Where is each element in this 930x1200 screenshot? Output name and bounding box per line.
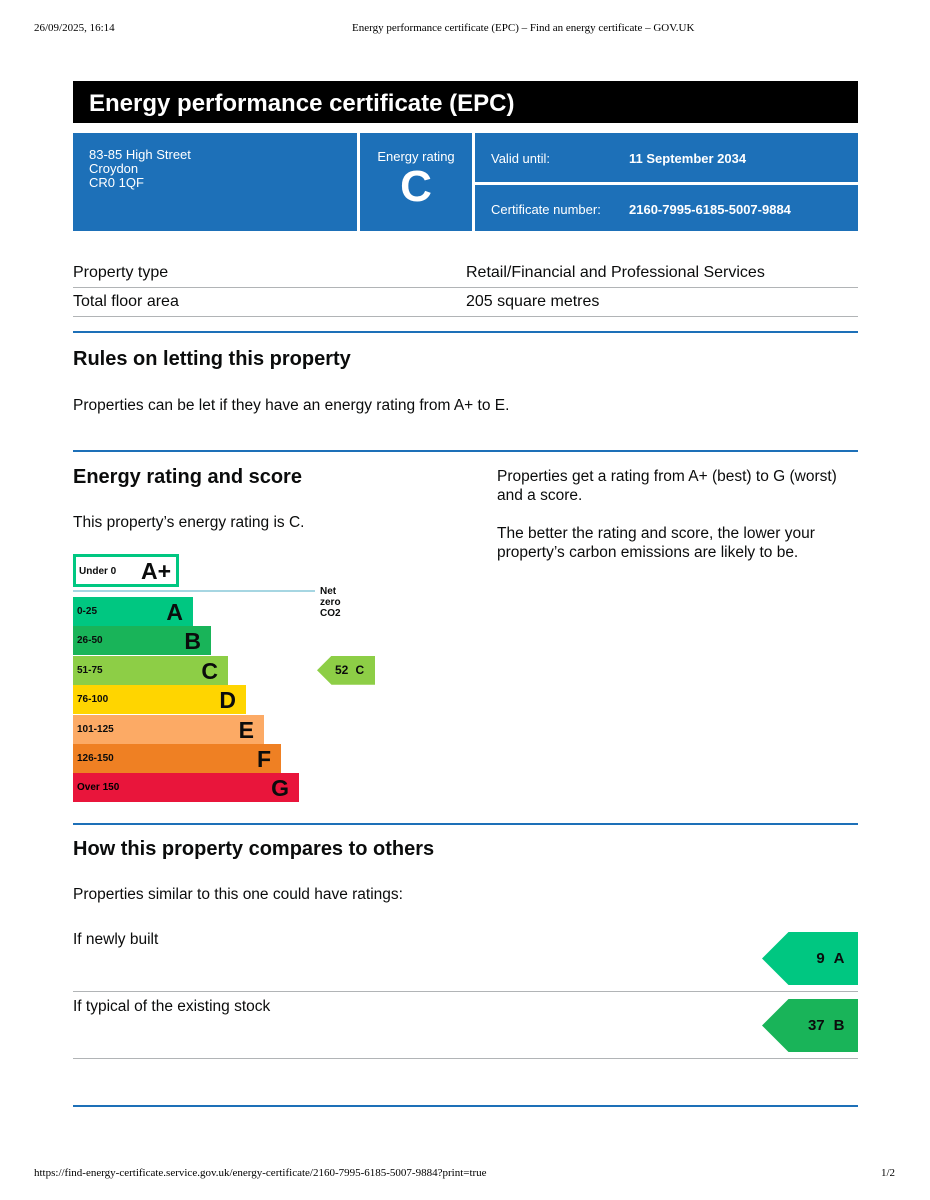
- print-url: https://find-energy-certificate.service.…: [34, 1167, 487, 1179]
- band-bar-a: 0-25 A: [73, 597, 193, 626]
- compare-rating-arrow: 37 B: [762, 999, 858, 1052]
- valid-until-box: Valid until: 11 September 2034: [475, 133, 858, 182]
- rules-text: Properties can be let if they have an en…: [73, 397, 510, 414]
- certificate-number-value: 2160-7995-6185-5007-9884: [629, 202, 791, 217]
- address-box: 83-85 High Street Croydon CR0 1QF: [73, 133, 357, 231]
- compare-text: Properties similar to this one could hav…: [73, 886, 403, 903]
- energy-rating-label: Energy rating: [377, 149, 455, 164]
- divider: [73, 287, 858, 288]
- band-letter: E: [238, 716, 254, 743]
- print-datetime: 26/09/2025, 16:14: [34, 22, 115, 34]
- band-bar-b: 26-50 B: [73, 626, 211, 656]
- rating-score: 37: [807, 1017, 825, 1034]
- page-title: Energy performance certificate (EPC): [73, 81, 858, 123]
- energy-rating-box: Energy rating C: [360, 133, 472, 231]
- band-letter: A: [166, 599, 183, 625]
- band-bar-d: 76-100 D: [73, 685, 246, 715]
- rating-info-1: Properties get a rating from A+ (best) t…: [497, 468, 837, 504]
- section-divider: [73, 1105, 858, 1107]
- address-line: CR0 1QF: [89, 175, 144, 190]
- divider: [73, 316, 858, 317]
- floor-area-label: Total floor area: [73, 293, 179, 310]
- address-line: Croydon: [89, 161, 139, 176]
- rating-score: 52: [334, 663, 349, 678]
- band-letter: D: [219, 687, 236, 714]
- band-bar-c: 51-75 C: [73, 655, 228, 685]
- band-bar-f: 126-150 F: [73, 744, 281, 773]
- band-letter: A+: [140, 558, 171, 584]
- band-bar-g: Over 150 G: [73, 773, 299, 803]
- band-range: 51-75: [77, 664, 103, 676]
- section-divider: [73, 331, 858, 333]
- rating-text: This property’s energy rating is C.: [73, 514, 305, 531]
- band-letter: C: [201, 657, 218, 684]
- band-bar-e: 101-125 E: [73, 714, 264, 744]
- band-letter: G: [271, 775, 289, 802]
- print-page-title: Energy performance certificate (EPC) – F…: [352, 22, 695, 34]
- rating-heading: Energy rating and score: [73, 466, 302, 488]
- net-zero-label: Net zero CO2: [320, 586, 341, 619]
- band-range: 126-150: [77, 753, 114, 764]
- rules-heading: Rules on letting this property: [73, 348, 351, 370]
- compare-heading: How this property compares to others: [73, 838, 435, 860]
- energy-rating-value: C: [400, 162, 432, 211]
- band-aplus: Under 0 A+: [73, 554, 179, 587]
- valid-until-value: 11 September 2034: [629, 151, 747, 166]
- band-range: 0-25: [77, 606, 98, 617]
- band-range: Over 150: [77, 782, 120, 794]
- rating-band: A: [833, 950, 845, 967]
- divider: [73, 1058, 858, 1059]
- rating-score: 9: [816, 950, 825, 967]
- rating-band: C: [355, 663, 365, 678]
- rating-info-2: The better the rating and score, the low…: [497, 525, 815, 561]
- divider: [73, 991, 858, 992]
- print-page-number: 1/2: [881, 1167, 896, 1179]
- current-rating-arrow: 52 C: [317, 655, 375, 685]
- address-line: 83-85 High Street: [89, 147, 191, 162]
- net-zero-line: [73, 590, 315, 592]
- valid-until-label: Valid until:: [491, 151, 551, 166]
- property-type-value: Retail/Financial and Professional Servic…: [466, 264, 765, 281]
- certificate-number-box: Certificate number: 2160-7995-6185-5007-…: [475, 185, 858, 231]
- section-divider: [73, 450, 858, 452]
- property-type-label: Property type: [73, 264, 169, 281]
- band-range: Under 0: [79, 566, 117, 577]
- band-range: 76-100: [77, 694, 109, 706]
- compare-row-label: If newly built: [73, 931, 159, 948]
- band-range: 101-125: [77, 723, 114, 735]
- band-letter: B: [184, 628, 201, 655]
- rating-band: B: [833, 1017, 845, 1034]
- compare-row-label: If typical of the existing stock: [73, 998, 271, 1015]
- certificate-number-label: Certificate number:: [491, 202, 601, 217]
- section-divider: [73, 823, 858, 825]
- band-range: 26-50: [77, 635, 103, 647]
- band-letter: F: [256, 746, 271, 772]
- floor-area-value: 205 square metres: [466, 293, 600, 310]
